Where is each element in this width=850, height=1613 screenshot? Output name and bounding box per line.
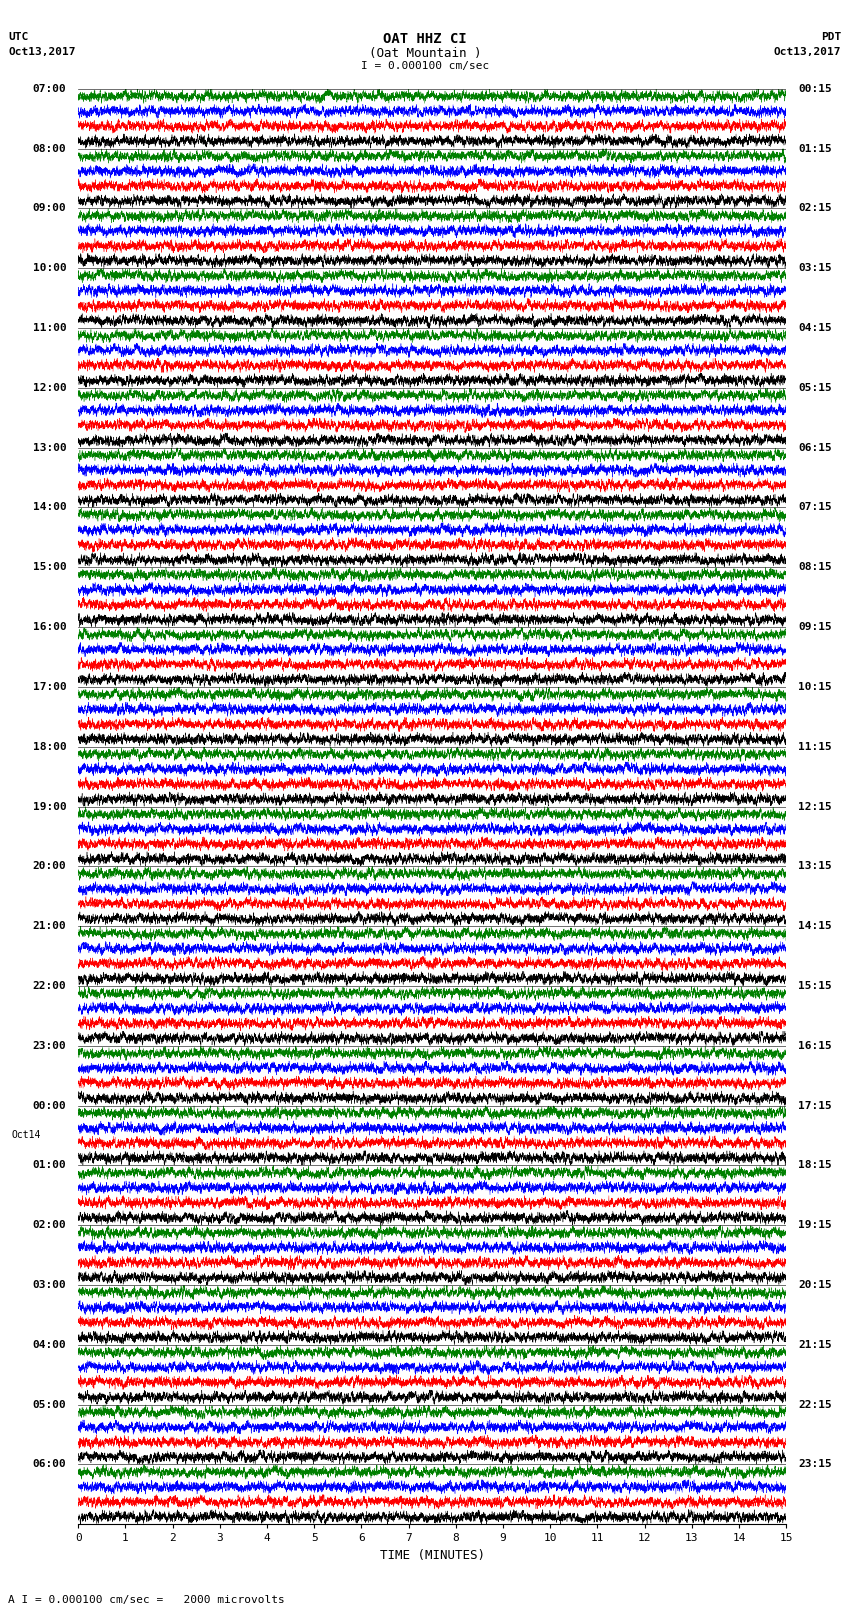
Text: 21:00: 21:00 (32, 921, 66, 931)
Text: Oct14: Oct14 (11, 1131, 41, 1140)
Text: 14:15: 14:15 (798, 921, 832, 931)
Text: 04:15: 04:15 (798, 323, 832, 332)
Text: 17:15: 17:15 (798, 1100, 832, 1111)
Text: Oct13,2017: Oct13,2017 (774, 47, 842, 56)
Text: 02:15: 02:15 (798, 203, 832, 213)
Text: 14:00: 14:00 (32, 502, 66, 513)
Text: Oct13,2017: Oct13,2017 (8, 47, 76, 56)
Text: 06:00: 06:00 (32, 1460, 66, 1469)
Text: 13:15: 13:15 (798, 861, 832, 871)
Text: 06:15: 06:15 (798, 442, 832, 453)
Text: UTC: UTC (8, 32, 29, 42)
Text: 17:00: 17:00 (32, 682, 66, 692)
Text: 22:15: 22:15 (798, 1400, 832, 1410)
Text: 04:00: 04:00 (32, 1340, 66, 1350)
Text: 20:00: 20:00 (32, 861, 66, 871)
Text: 10:00: 10:00 (32, 263, 66, 273)
Text: 09:15: 09:15 (798, 623, 832, 632)
Text: 22:00: 22:00 (32, 981, 66, 990)
Text: 16:00: 16:00 (32, 623, 66, 632)
Text: 19:00: 19:00 (32, 802, 66, 811)
Text: PDT: PDT (821, 32, 842, 42)
Text: 09:00: 09:00 (32, 203, 66, 213)
Text: 03:15: 03:15 (798, 263, 832, 273)
Text: 11:15: 11:15 (798, 742, 832, 752)
Text: 08:15: 08:15 (798, 563, 832, 573)
Text: 15:15: 15:15 (798, 981, 832, 990)
Text: 01:00: 01:00 (32, 1160, 66, 1171)
Text: 21:15: 21:15 (798, 1340, 832, 1350)
Text: 00:15: 00:15 (798, 84, 832, 94)
Text: 19:15: 19:15 (798, 1219, 832, 1231)
Text: 00:00: 00:00 (32, 1100, 66, 1111)
Text: 05:00: 05:00 (32, 1400, 66, 1410)
Text: 05:15: 05:15 (798, 382, 832, 394)
Text: 07:15: 07:15 (798, 502, 832, 513)
Text: 11:00: 11:00 (32, 323, 66, 332)
Text: 12:15: 12:15 (798, 802, 832, 811)
Text: 13:00: 13:00 (32, 442, 66, 453)
Text: I = 0.000100 cm/sec: I = 0.000100 cm/sec (361, 61, 489, 71)
Text: 01:15: 01:15 (798, 144, 832, 153)
Text: 02:00: 02:00 (32, 1219, 66, 1231)
Text: 12:00: 12:00 (32, 382, 66, 394)
Text: 15:00: 15:00 (32, 563, 66, 573)
Text: 23:15: 23:15 (798, 1460, 832, 1469)
X-axis label: TIME (MINUTES): TIME (MINUTES) (380, 1548, 484, 1561)
Text: 18:15: 18:15 (798, 1160, 832, 1171)
Text: 10:15: 10:15 (798, 682, 832, 692)
Text: OAT HHZ CI: OAT HHZ CI (383, 32, 467, 47)
Text: 23:00: 23:00 (32, 1040, 66, 1050)
Text: 20:15: 20:15 (798, 1281, 832, 1290)
Text: (Oat Mountain ): (Oat Mountain ) (369, 47, 481, 60)
Text: 18:00: 18:00 (32, 742, 66, 752)
Text: A I = 0.000100 cm/sec =   2000 microvolts: A I = 0.000100 cm/sec = 2000 microvolts (8, 1595, 286, 1605)
Text: 07:00: 07:00 (32, 84, 66, 94)
Text: 03:00: 03:00 (32, 1281, 66, 1290)
Text: 16:15: 16:15 (798, 1040, 832, 1050)
Text: 08:00: 08:00 (32, 144, 66, 153)
